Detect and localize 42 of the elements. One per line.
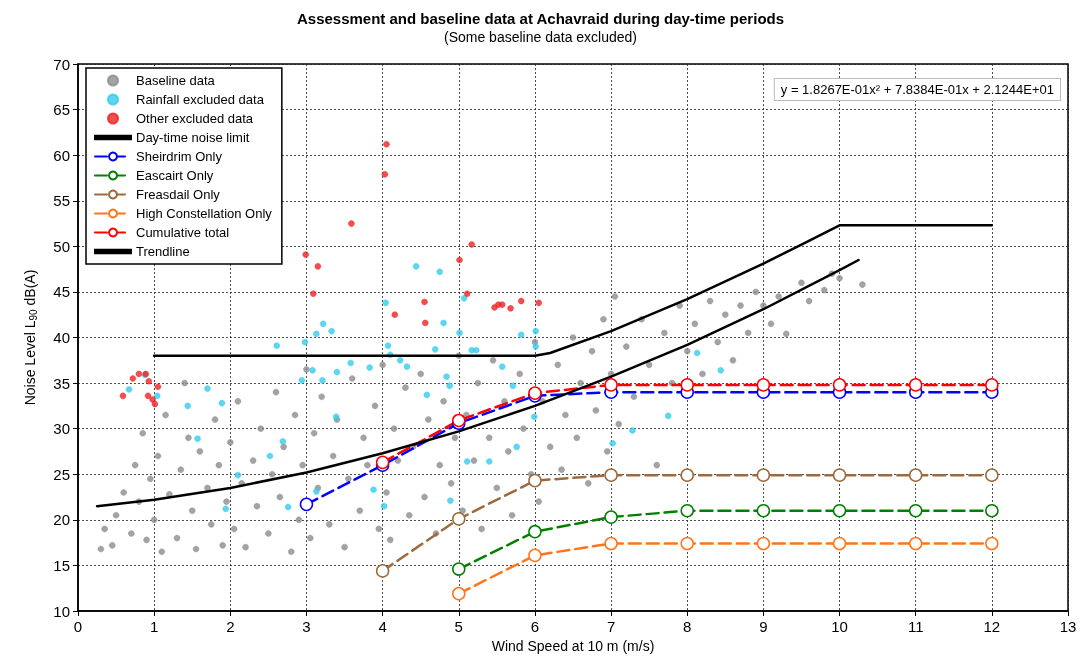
legend-label: Baseline data	[136, 73, 216, 88]
x-tick-label: 8	[683, 618, 692, 635]
legend-label: Sheirdrim Only	[136, 149, 223, 164]
legend-label: Eascairt Only	[136, 168, 214, 183]
x-axis-title: Wind Speed at 10 m (m/s)	[491, 637, 655, 654]
x-tick-label: 4	[378, 618, 387, 635]
chart-subtitle: (Some baseline data excluded)	[443, 29, 638, 45]
y-tick-label: 65	[53, 101, 70, 119]
y-tick-label: 40	[53, 329, 70, 346]
legend-label: Day-time noise limit	[136, 130, 250, 145]
y-tick-label: 60	[53, 146, 70, 164]
legend-label: Other excluded data	[136, 111, 254, 126]
x-tick-label: 12	[983, 618, 1001, 635]
x-tick-label: 5	[454, 618, 463, 635]
x-tick-label: 7	[606, 618, 616, 635]
x-tick-label: 2	[226, 618, 235, 635]
y-tick-label: 70	[53, 55, 70, 73]
x-tick-label: 6	[530, 618, 540, 635]
y-tick-label: 10	[53, 602, 70, 620]
x-tick-label: 1	[149, 618, 159, 635]
y-tick-label: 45	[53, 283, 70, 301]
y-tick-label: 25	[53, 465, 70, 483]
y-axis-title: Noise Level L90 dB(A)	[22, 269, 39, 406]
y-tick-label: 20	[53, 511, 70, 529]
y-tick-label: 15	[53, 556, 70, 574]
legend-label: Freasdail Only	[136, 187, 221, 202]
x-tick-label: 13	[1059, 618, 1077, 635]
y-tick-label: 35	[53, 374, 70, 392]
legend-label: Rainfall excluded data	[136, 92, 265, 107]
legend-label: Cumulative total	[136, 225, 230, 240]
x-tick-label: 11	[907, 618, 924, 635]
annotation: y = 1.8267E-01x² + 7.8384E-01x + 2.1244E+01	[780, 82, 1054, 97]
x-tick-label: 0	[73, 618, 83, 635]
legend-label: High Constellation Only	[136, 206, 273, 221]
y-tick-label: 55	[53, 192, 70, 210]
x-tick-label: 3	[302, 618, 311, 635]
chart-title: Assessment and baseline data at Achavraid during day-time periods	[296, 10, 785, 27]
y-tick-label: 50	[53, 237, 70, 255]
y-tick-label: 30	[53, 420, 70, 438]
x-tick-label: 10	[831, 618, 848, 635]
legend-label: Trendline	[136, 244, 190, 259]
x-tick-label: 9	[759, 618, 768, 635]
